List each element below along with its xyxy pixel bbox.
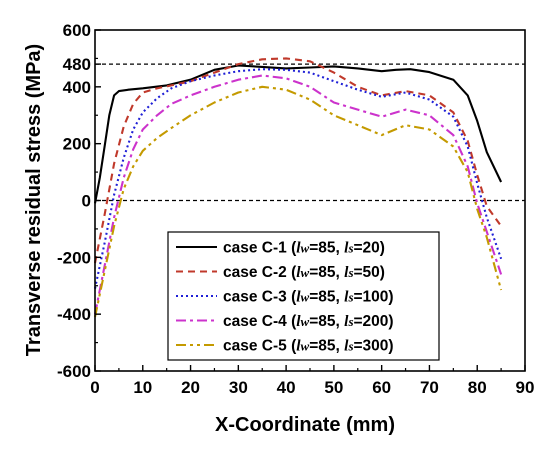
y-tick-label: -600 — [57, 362, 91, 381]
x-tick-label: 30 — [229, 378, 248, 397]
legend-label-3: case C-3 (lw=85, ls=100) — [223, 289, 394, 306]
x-tick-label: 90 — [516, 378, 535, 397]
x-axis-title: X-Coordinate (mm) — [215, 414, 395, 436]
series-lines — [93, 57, 503, 318]
x-tick-label: 60 — [372, 378, 391, 397]
y-axis-ticks: -600 -400 -200 0 200 400 480 600 — [57, 21, 101, 381]
series-line-5 — [93, 85, 503, 318]
x-tick-label: 80 — [468, 378, 487, 397]
legend-box — [167, 231, 440, 361]
series-line-4 — [93, 74, 503, 315]
x-tick-label: 10 — [133, 378, 152, 397]
y-tick-label: -400 — [57, 305, 91, 324]
x-axis-ticks: 0 10 20 30 40 50 60 70 80 90 — [90, 365, 534, 397]
legend: case C-1 (lw=85, ls=20) case C-2 (lw=85, … — [167, 231, 440, 361]
legend-label-2: case C-2 (lw=85, ls=50) — [223, 264, 385, 281]
series-line-1 — [93, 64, 503, 204]
series-line-2 — [93, 57, 502, 264]
legend-label-5: case C-5 (lw=85, ls=300) — [223, 338, 394, 355]
x-tick-label: 70 — [420, 378, 439, 397]
y-tick-label: -200 — [57, 248, 91, 267]
x-tick-label: 50 — [324, 378, 343, 397]
reference-lines — [95, 63, 525, 202]
legend-label-1: case C-1 (lw=85, ls=20) — [223, 240, 385, 257]
y-axis-title: Transverse residual stress (MPa) — [23, 44, 45, 356]
x-tick-label: 20 — [181, 378, 200, 397]
series-line-3 — [93, 68, 503, 289]
x-tick-label: 40 — [277, 378, 296, 397]
legend-label-4: case C-4 (lw=85, ls=200) — [223, 313, 394, 330]
y-tick-label: 400 — [63, 78, 91, 97]
y-tick-label: 0 — [82, 192, 91, 211]
y-tick-label: 600 — [63, 21, 91, 40]
y-tick-label: 200 — [63, 135, 91, 154]
y-tick-label: 480 — [63, 55, 91, 74]
x-tick-label: 0 — [90, 378, 99, 397]
